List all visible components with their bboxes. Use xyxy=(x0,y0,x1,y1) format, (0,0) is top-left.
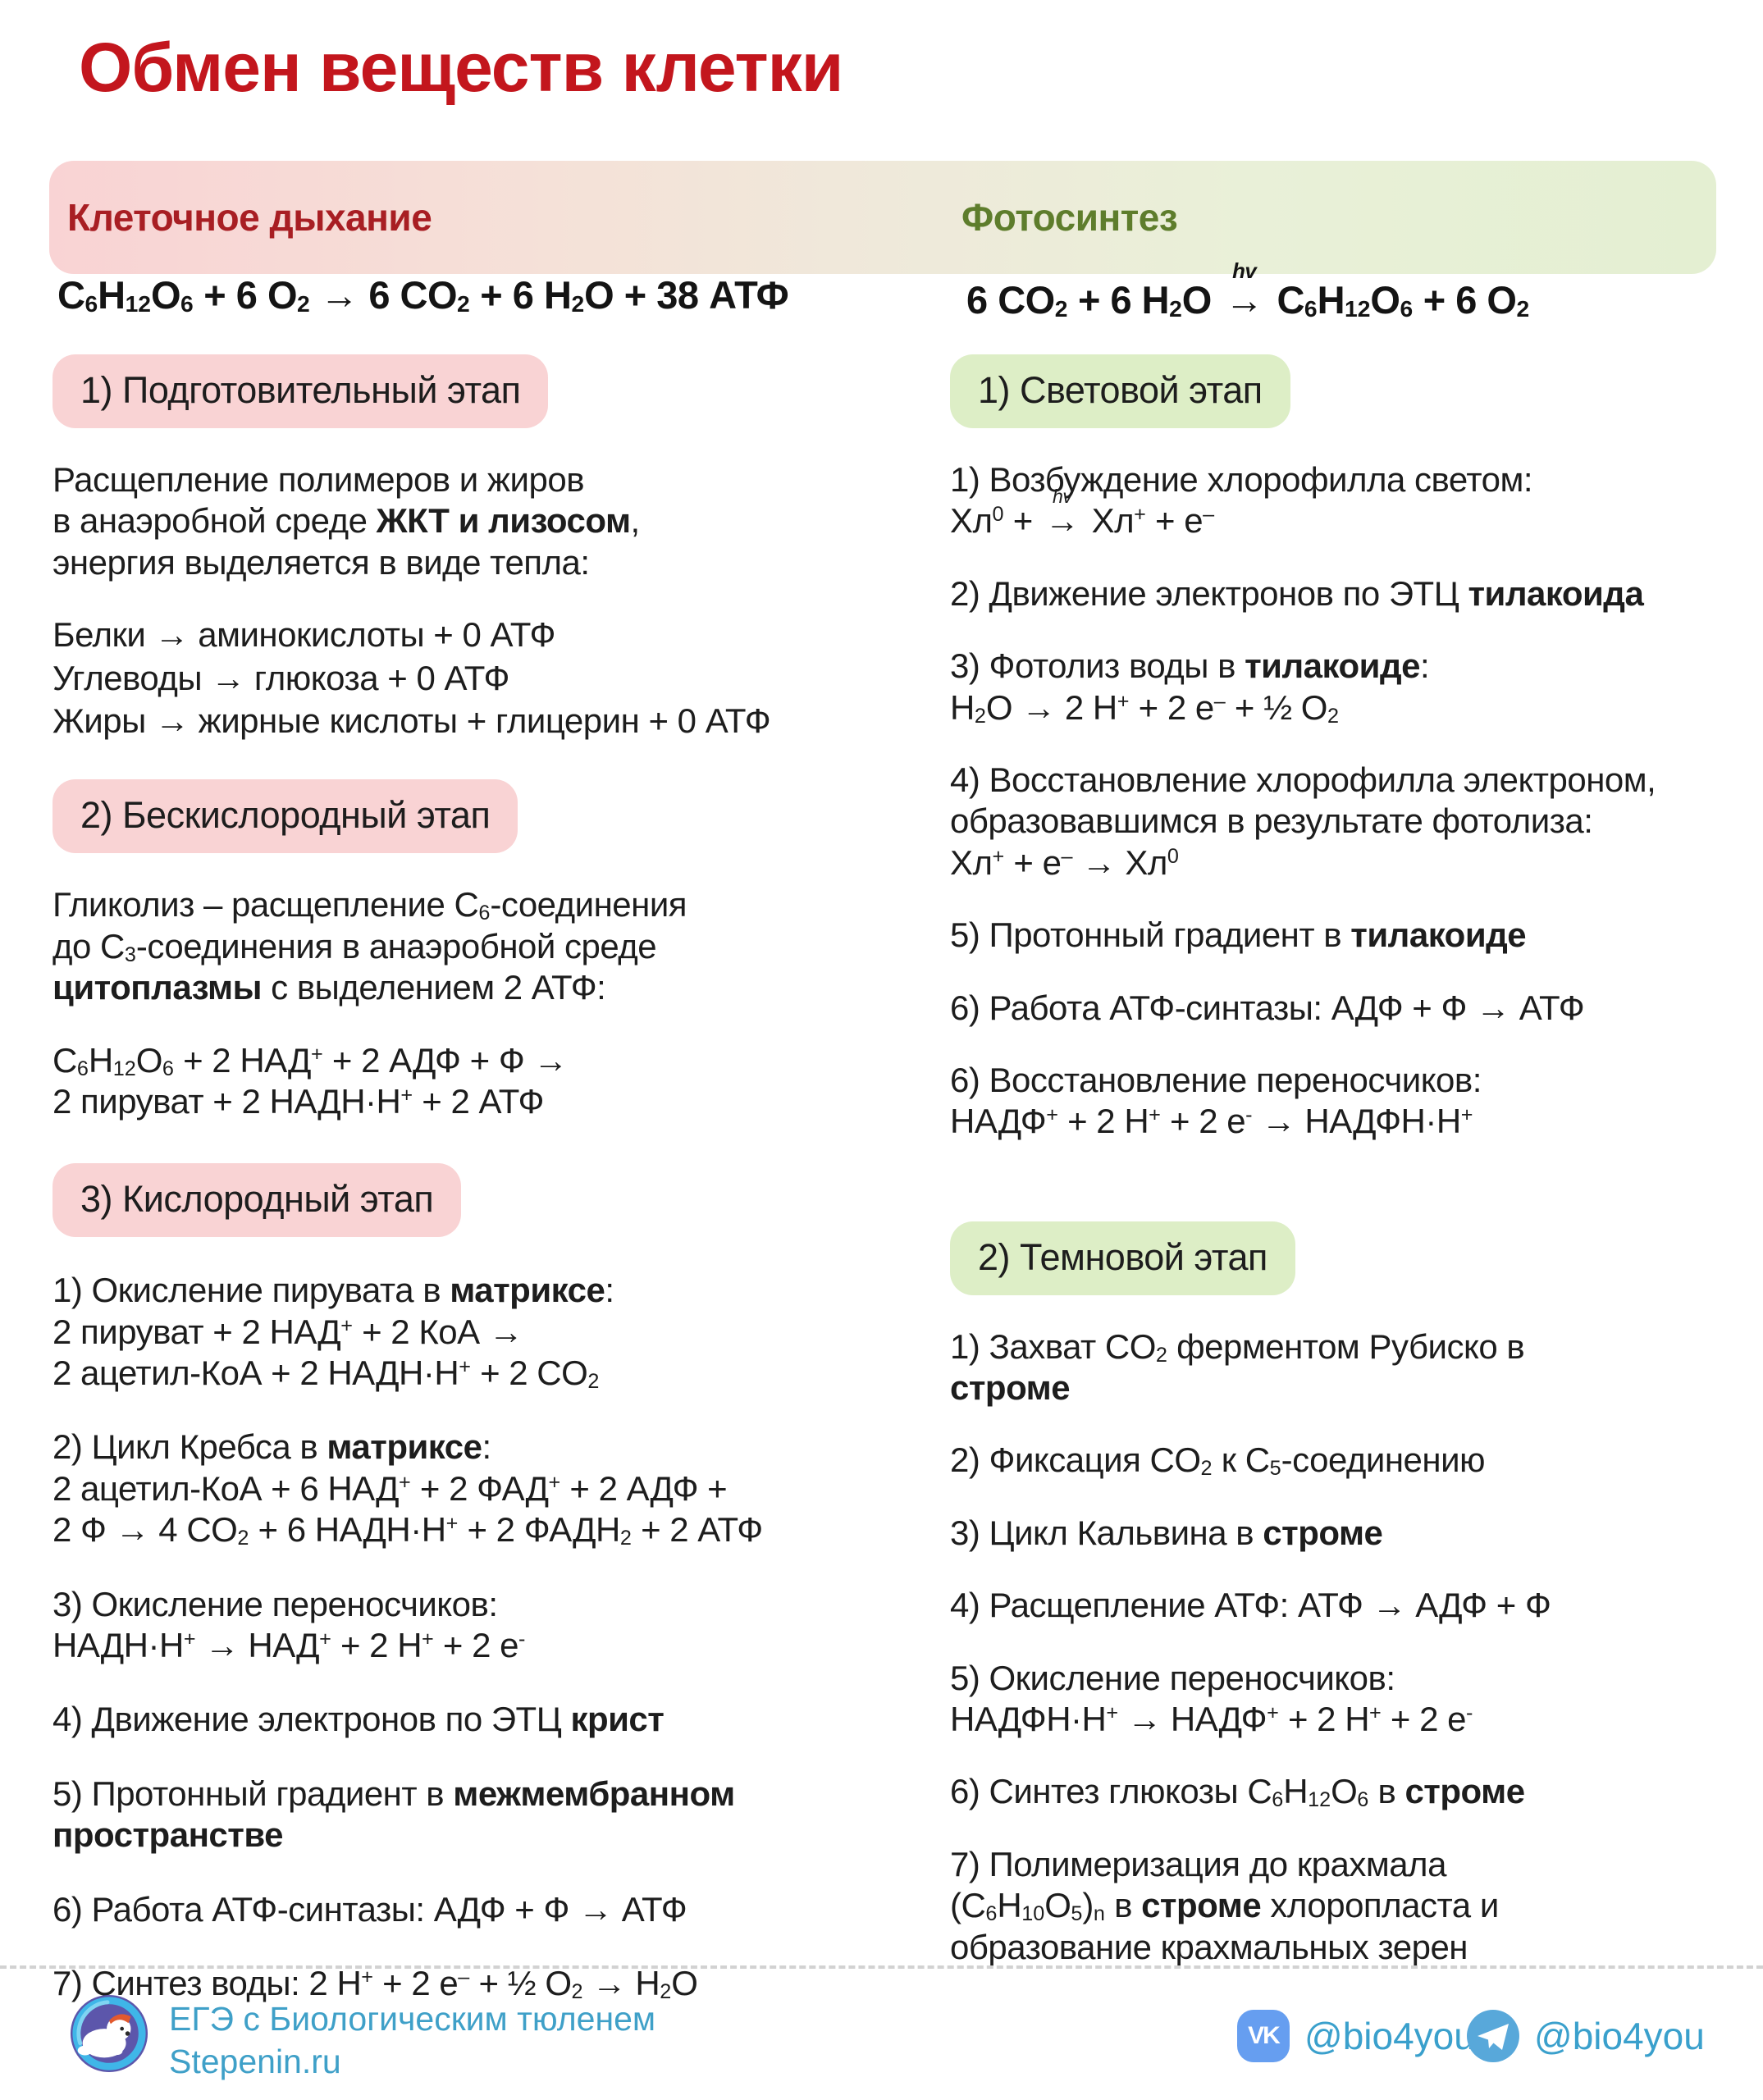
seal-logo xyxy=(69,1993,149,2074)
list-item: 5) Протонный градиент в тилакоиде xyxy=(950,915,1527,955)
prep-reactions: Белки → аминокислоты + 0 АТФ Углеводы → … xyxy=(53,614,881,742)
brand-line2: Stepenin.ru xyxy=(169,2042,341,2080)
dashed-divider xyxy=(0,1965,1763,1969)
anaerobic-stage-formula: C6H12O6 + 2 НАД+ + 2 АДФ + Ф → 2 пируват … xyxy=(53,1040,568,1121)
anaerobic-stage-intro: Гликолиз – расщепление C6-соединения до C… xyxy=(53,885,687,1007)
dark-stage-badge-row: 2) Темновой этап xyxy=(950,1221,1731,1295)
anaerobic-stage-badge-row: 2) Бескислородный этап xyxy=(53,779,881,854)
reaction-line: Белки → аминокислоты + 0 АТФ xyxy=(53,615,555,655)
reaction-line: Жиры → жирные кислоты + глицерин + 0 АТФ xyxy=(53,701,771,740)
list-item: 3) Цикл Кальвина в строме xyxy=(950,1513,1383,1552)
light-stage-badge-row: 1) Световой этап xyxy=(950,354,1731,428)
photosynthesis-equation: 6 CO2 + 6 H2O hv → C6H12O6 + 6 O2 xyxy=(966,260,1530,322)
list-item: 3) Фотолиз воды в тилакоиде: H2O → 2 H+ +… xyxy=(950,646,1430,728)
list-item: 2) Фиксация CO2 к C5-соединению xyxy=(950,1440,1486,1481)
list-item: 1) Захват CO2 ферментом Рубиско в строме xyxy=(950,1326,1525,1408)
stage-badge-anaerobic: 2) Бескислородный этап xyxy=(53,779,518,854)
stage-badge-aerobic: 3) Кислородный этап xyxy=(53,1163,462,1238)
list-item: 7) Полимеризация до крахмала (C6H10O5)n в… xyxy=(950,1844,1499,1966)
list-item: 2) Цикл Кребса в матриксе: 2 ацетил-КоА +… xyxy=(53,1427,763,1550)
list-item: 6) Синтез глюкозы C6H12O6 в строме xyxy=(950,1772,1525,1812)
telegram-icon xyxy=(1467,2010,1519,2062)
photosynthesis-header-label: Фотосинтез xyxy=(961,196,1178,239)
prep-stage-intro: Расщепление полимеров и жиров в анаэробно… xyxy=(53,460,640,582)
list-item: 4) Расщепление АТФ: АТФ → АДФ + Ф xyxy=(950,1586,1551,1625)
aerobic-stage-badge-row: 3) Кислородный этап xyxy=(53,1163,881,1238)
list-item: 5) Протонный градиент в межмембранном про… xyxy=(53,1774,735,1855)
telegram-handle: @bio4you xyxy=(1534,2015,1705,2057)
page-title: Обмен веществ клетки xyxy=(79,29,843,106)
list-item: 1) Возбуждение хлорофилла светом: Хл0 + h… xyxy=(950,460,1533,541)
stage-badge-prep: 1) Подготовительный этап xyxy=(53,354,549,428)
list-item: 5) Окисление переносчиков: НАДФН·Н+ → НАД… xyxy=(950,1658,1473,1739)
stage-badge-light: 1) Световой этап xyxy=(950,354,1290,428)
respiration-equation: C6H12O6 + 6 O2 → 6 CO2 + 6 H2O + 38 АТФ xyxy=(57,273,789,317)
telegram-badge: @bio4you xyxy=(1467,2010,1705,2062)
list-item: 4) Движение электронов по ЭТЦ крист xyxy=(53,1700,665,1739)
vk-icon: VK xyxy=(1237,2010,1290,2062)
respiration-header-label: Клеточное дыхание xyxy=(67,196,432,239)
section-header-bar: Клеточное дыхание Фотосинтез xyxy=(49,161,1716,274)
list-item: 2) Движение электронов по ЭТЦ тилакоида xyxy=(950,573,1644,613)
list-item: 7) Синтез воды: 2 Н+ + 2 е– + ½ O2 → H2O xyxy=(53,1963,698,2003)
photosynthesis-column: 1) Световой этап 1) Возбуждение хлорофил… xyxy=(950,354,1731,1968)
vk-badge: VK @bio4you xyxy=(1237,2010,1475,2062)
list-item: 1) Окисление пирувата в матриксе: 2 пирув… xyxy=(53,1271,614,1393)
prep-stage-badge-row: 1) Подготовительный этап xyxy=(53,354,881,428)
list-item: 6) Работа АТФ-синтазы: АДФ + Ф → АТФ xyxy=(950,988,1585,1027)
list-item: 3) Окисление переносчиков: НАДН·Н+ → НАД+… xyxy=(53,1584,526,1665)
list-item: 6) Восстановление переносчиков: НАДФ+ + 2… xyxy=(950,1060,1482,1141)
list-item: 4) Восстановление хлорофилла электроном,… xyxy=(950,760,1656,882)
vk-handle: @bio4you xyxy=(1304,2015,1475,2057)
list-item: 6) Работа АТФ-синтазы: АДФ + Ф → АТФ xyxy=(53,1889,687,1929)
brand-line1: ЕГЭ с Биологическим тюленем xyxy=(169,2000,656,2038)
respiration-column: 1) Подготовительный этап Расщепление пол… xyxy=(53,354,881,2004)
brand-text: ЕГЭ с Биологическим тюленем Stepenin.ru xyxy=(169,1998,655,2083)
reaction-line: Углеводы → глюкоза + 0 АТФ xyxy=(53,658,509,697)
stage-badge-dark: 2) Темновой этап xyxy=(950,1221,1295,1295)
